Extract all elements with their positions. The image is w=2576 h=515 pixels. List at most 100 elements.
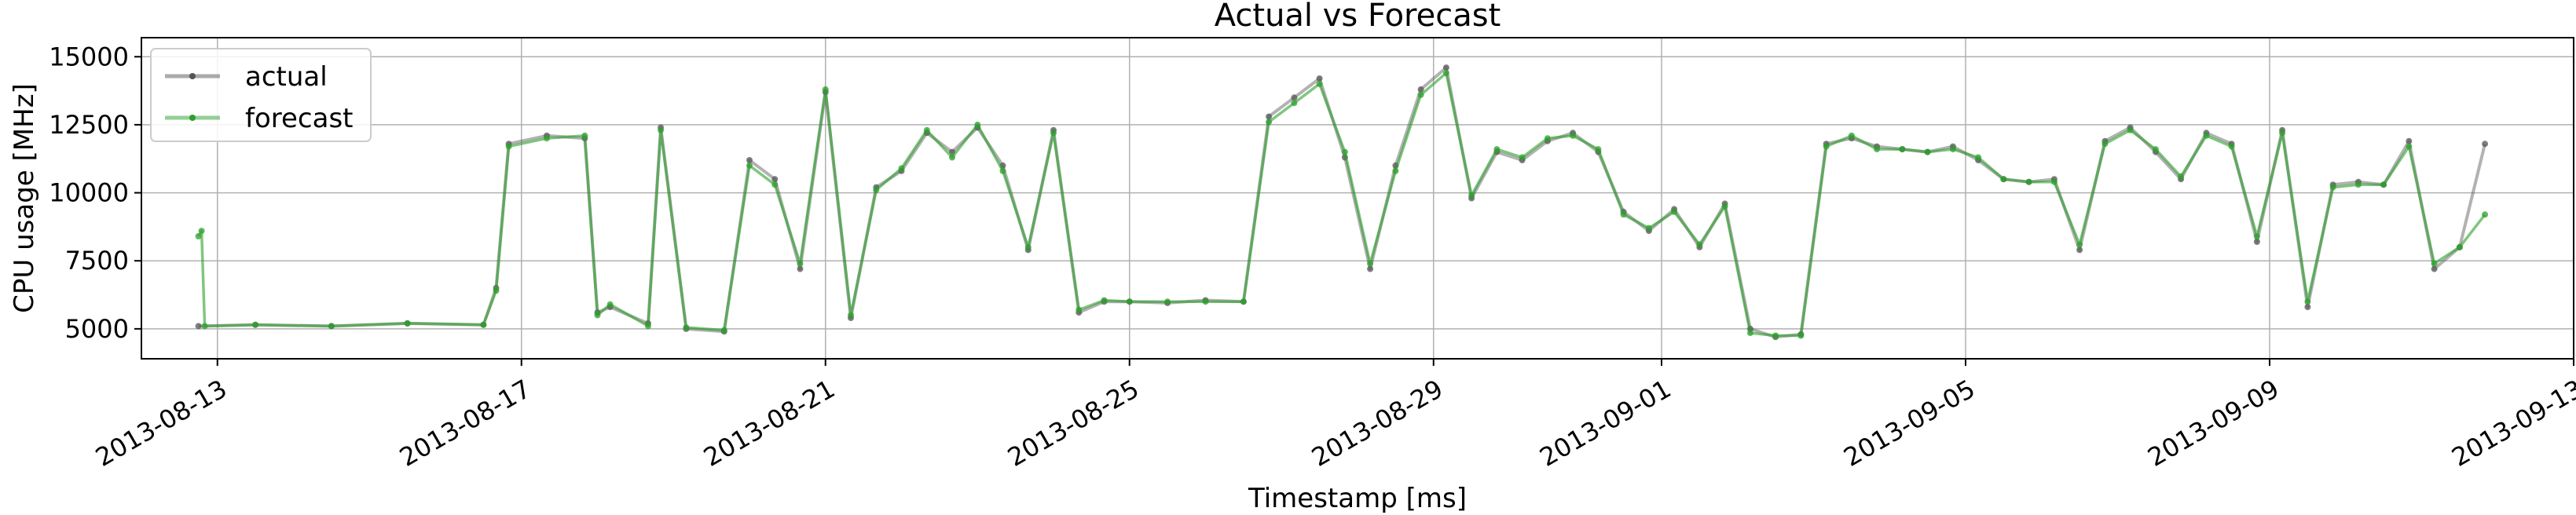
point-actual xyxy=(195,323,202,330)
point-actual xyxy=(2304,304,2311,311)
point-forecast xyxy=(606,301,614,308)
point-forecast xyxy=(1645,225,1652,232)
point-forecast xyxy=(2076,241,2083,248)
point-forecast xyxy=(2253,233,2260,239)
y-tick-label: 12500 xyxy=(49,110,129,140)
point-forecast xyxy=(848,312,854,319)
y-tick-label: 7500 xyxy=(65,246,129,276)
point-forecast xyxy=(1240,298,1247,305)
point-forecast xyxy=(1050,130,1057,137)
point-forecast xyxy=(195,233,202,239)
legend: actual forecast xyxy=(150,48,372,142)
series-forecast xyxy=(195,70,2489,339)
point-forecast xyxy=(2279,130,2286,137)
point-forecast xyxy=(1746,330,1753,337)
point-actual xyxy=(1442,64,1449,71)
point-forecast xyxy=(2406,143,2413,150)
point-forecast xyxy=(1316,80,1323,87)
point-forecast xyxy=(746,162,753,169)
point-forecast xyxy=(1696,241,1703,248)
point-forecast xyxy=(2304,298,2311,305)
plot-series xyxy=(195,64,2489,341)
point-forecast xyxy=(2456,243,2463,250)
point-forecast xyxy=(645,323,651,330)
point-forecast xyxy=(658,126,665,133)
point-actual xyxy=(2482,141,2489,148)
point-forecast xyxy=(1493,146,1501,153)
point-forecast xyxy=(544,135,550,142)
x-axis-title: Timestamp [ms] xyxy=(1248,483,1467,514)
point-actual xyxy=(771,176,779,183)
point-actual xyxy=(2406,137,2413,144)
point-forecast xyxy=(1126,298,1133,305)
point-forecast xyxy=(1202,298,1209,305)
y-tick-label: 15000 xyxy=(49,42,129,71)
point-forecast xyxy=(873,187,880,194)
legend-marker-forecast xyxy=(189,115,196,121)
point-forecast xyxy=(1544,135,1551,142)
point-forecast xyxy=(1848,132,1855,139)
point-forecast xyxy=(1823,143,1830,150)
legend-label-forecast: forecast xyxy=(245,103,354,134)
point-forecast xyxy=(1341,148,1348,155)
point-forecast xyxy=(771,181,779,188)
point-actual xyxy=(797,265,804,272)
point-forecast xyxy=(2000,176,2007,183)
point-forecast xyxy=(201,323,208,330)
point-forecast xyxy=(1620,211,1627,218)
point-forecast xyxy=(822,86,829,93)
y-tick-label: 10000 xyxy=(49,178,129,208)
point-forecast xyxy=(2127,126,2134,133)
point-forecast xyxy=(999,167,1006,174)
point-actual xyxy=(746,157,753,163)
point-forecast xyxy=(505,143,512,150)
point-actual xyxy=(1367,265,1374,272)
grid xyxy=(141,38,2574,359)
plot-area-frame xyxy=(141,37,2574,360)
point-forecast xyxy=(1468,192,1475,199)
point-forecast xyxy=(2431,260,2438,267)
point-forecast xyxy=(2178,173,2185,180)
point-forecast xyxy=(1417,91,1424,98)
point-forecast xyxy=(328,323,335,330)
point-actual xyxy=(2076,247,2083,254)
point-forecast xyxy=(1949,146,1956,153)
point-forecast xyxy=(2228,143,2235,150)
point-forecast xyxy=(1797,332,1805,339)
point-forecast xyxy=(1367,260,1374,267)
point-forecast xyxy=(1291,100,1298,107)
y-tick-label: 5000 xyxy=(65,314,129,344)
legend-marker-actual xyxy=(189,73,196,79)
point-forecast xyxy=(1874,146,1881,153)
point-forecast xyxy=(1266,119,1273,126)
point-forecast xyxy=(898,165,905,172)
point-forecast xyxy=(1595,146,1602,153)
point-actual xyxy=(1316,75,1323,82)
point-actual xyxy=(2253,239,2260,245)
chart-title: Actual vs Forecast xyxy=(1215,0,1501,34)
point-forecast xyxy=(480,321,487,328)
point-actual xyxy=(1266,113,1273,120)
point-forecast xyxy=(1721,203,1728,210)
point-forecast xyxy=(2101,141,2109,148)
point-forecast xyxy=(1899,146,1906,153)
point-forecast xyxy=(2050,178,2058,185)
point-forecast xyxy=(2380,181,2387,188)
point-forecast xyxy=(1392,167,1399,174)
point-actual xyxy=(1417,86,1424,93)
point-actual xyxy=(1291,94,1298,101)
point-forecast xyxy=(594,312,601,319)
point-forecast xyxy=(198,228,205,235)
point-forecast xyxy=(1101,297,1108,304)
point-forecast xyxy=(683,324,690,331)
y-axis-title: CPU usage [MHz] xyxy=(9,83,40,313)
point-forecast xyxy=(1024,243,1031,250)
point-forecast xyxy=(2203,132,2210,139)
point-forecast xyxy=(252,321,259,328)
point-forecast xyxy=(1442,70,1449,77)
point-forecast xyxy=(1975,154,1982,161)
point-forecast xyxy=(720,327,727,334)
point-forecast xyxy=(581,132,588,139)
